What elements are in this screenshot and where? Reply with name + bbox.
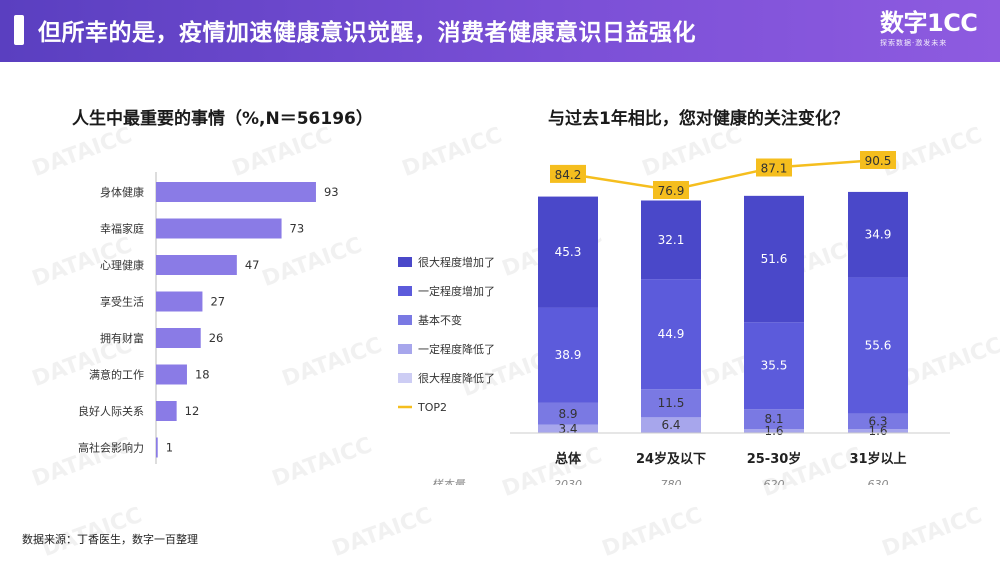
stacked-segment [744, 429, 804, 433]
segment-value-label: 44.9 [658, 327, 685, 341]
sample-size-value: 780 [661, 478, 682, 485]
brand-logo: 数字1CC 探索数据·激发未来 [880, 8, 990, 54]
legend-label: 一定程度增加了 [418, 284, 495, 298]
top2-marker [550, 164, 586, 183]
stacked-segment [538, 402, 598, 425]
category-label: 高社会影响力 [78, 441, 144, 455]
category-label: 满意的工作 [89, 368, 144, 382]
top2-value-label: 76.9 [658, 184, 685, 198]
segment-value-label: 32.1 [658, 233, 685, 247]
data-source-note: 数据来源：丁香医生，数字一百整理 [22, 533, 198, 546]
category-label: 享受生活 [100, 295, 144, 309]
slide-title: 但所幸的是，疫情加速健康意识觉醒，消费者健康意识日益强化 [38, 20, 696, 46]
legend-swatch [398, 286, 412, 296]
watermark-text: DATAICC [328, 502, 436, 563]
category-label: 身体健康 [100, 185, 144, 199]
legend-label: TOP2 [417, 401, 447, 414]
stacked-segment [848, 191, 908, 278]
segment-value-label: 6.3 [868, 414, 887, 428]
top2-marker [860, 151, 896, 169]
value-label: 93 [324, 185, 339, 199]
stacked-segment [538, 307, 598, 403]
top2-marker [653, 181, 689, 199]
importance-bar [156, 291, 203, 312]
segment-value-label: 11.5 [658, 396, 685, 410]
sample-size-label: 样本量 [432, 478, 466, 485]
segment-value-label: 34.9 [865, 228, 892, 242]
legend-label: 基本不变 [418, 313, 462, 327]
value-label: 73 [290, 222, 305, 236]
segment-value-label: 38.9 [555, 348, 582, 362]
importance-bar-chart: 身体健康 93 幸福家庭 73 心理健康 47 享受生活 27 拥有财富 26 满意的工作 18 良好人… [78, 172, 339, 464]
value-label: 12 [185, 404, 200, 418]
top2-value-label: 87.1 [761, 162, 788, 176]
importance-bar [156, 255, 237, 275]
stacked-segment [848, 429, 908, 433]
legend-swatch [398, 257, 412, 267]
segment-value-label: 8.1 [764, 412, 783, 426]
legend-label: 很大程度增加了 [418, 255, 495, 269]
stacked-segment [538, 424, 598, 433]
stacked-segment [538, 196, 598, 308]
stacked-segment [641, 389, 701, 418]
logo-tagline: 探索数据·激发未来 [880, 39, 948, 47]
category-label: 24岁及以下 [636, 451, 706, 467]
stacked-segment [744, 195, 804, 323]
logo-text: 数字1CC [880, 9, 978, 37]
segment-value-label: 6.4 [661, 418, 680, 432]
importance-bar [156, 401, 177, 421]
category-label: 25-30岁 [747, 451, 802, 467]
value-label: 18 [195, 368, 210, 382]
value-label: 26 [209, 331, 224, 345]
stacked-segment [744, 409, 804, 430]
top2-value-label: 84.2 [555, 168, 582, 182]
category-label: 拥有财富 [100, 331, 144, 345]
stacked-segment [744, 322, 804, 410]
health-attention-stacked-chart: 很大程度增加了一定程度增加了基本不变一定程度降低了很大程度降低了TOP23.48… [398, 151, 950, 485]
legend-swatch [398, 373, 412, 383]
legend-label: 一定程度降低了 [418, 342, 495, 356]
category-label: 31岁以上 [849, 451, 906, 467]
segment-value-label: 1.6 [764, 424, 783, 438]
sample-size-value: 620 [764, 478, 785, 485]
segment-value-label: 3.4 [558, 422, 577, 436]
left-chart-title: 人生中最重要的事情（%,N＝56196） [72, 109, 373, 129]
title-marker [14, 15, 24, 45]
segment-value-label: 1.6 [868, 424, 887, 438]
importance-bar [156, 182, 316, 202]
header-bar: 但所幸的是，疫情加速健康意识觉醒，消费者健康意识日益强化 数字1CC 探索数据·… [0, 0, 1000, 62]
stacked-segment [641, 279, 701, 390]
watermark-text: DATAICC [598, 502, 706, 563]
value-label: 27 [210, 295, 225, 309]
segment-value-label: 8.9 [558, 407, 577, 421]
watermark-text: DATAICC [878, 502, 986, 563]
value-label: 47 [245, 258, 260, 272]
stacked-segment [848, 277, 908, 414]
sample-size-value: 630 [868, 478, 889, 485]
category-label: 幸福家庭 [100, 222, 144, 236]
stacked-segment [641, 200, 701, 280]
top2-line [567, 158, 879, 192]
category-label: 总体 [555, 451, 582, 467]
segment-value-label: 45.3 [555, 245, 582, 259]
stacked-segment [641, 417, 701, 433]
legend-label: 很大程度降低了 [418, 371, 495, 385]
segment-value-label: 55.6 [865, 339, 892, 353]
importance-bar [156, 364, 187, 385]
importance-bar [156, 437, 158, 458]
right-chart-title: 与过去1年相比，您对健康的关注变化？ [548, 109, 849, 129]
legend-swatch [398, 344, 412, 354]
sample-size-value: 2030 [554, 478, 582, 485]
top2-value-label: 90.5 [865, 154, 892, 168]
importance-bar [156, 328, 201, 348]
top2-marker [756, 158, 792, 177]
importance-bar [156, 218, 282, 239]
legend-swatch [398, 315, 412, 325]
category-label: 良好人际关系 [78, 404, 144, 418]
category-label: 心理健康 [100, 258, 144, 272]
value-label: 1 [166, 441, 173, 455]
segment-value-label: 35.5 [761, 359, 788, 373]
stacked-segment [848, 413, 908, 430]
segment-value-label: 51.6 [761, 252, 788, 266]
